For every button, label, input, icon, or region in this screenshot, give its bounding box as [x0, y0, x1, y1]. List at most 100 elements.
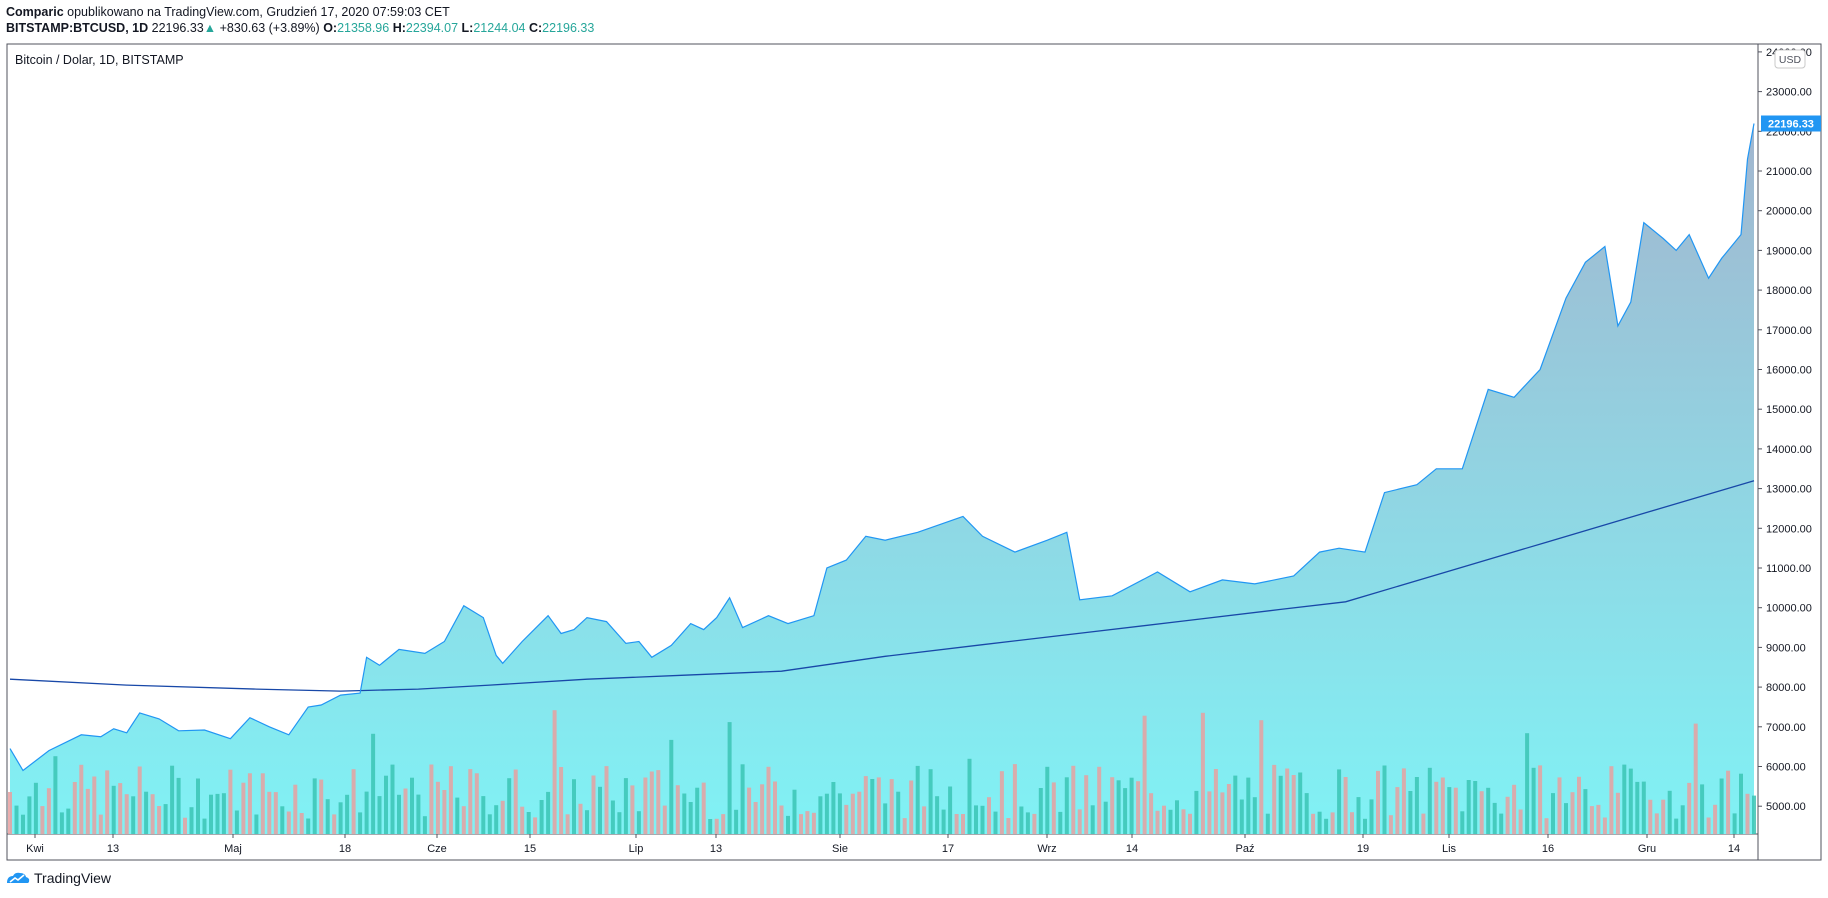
volume-bar [1337, 769, 1342, 834]
volume-bar [364, 791, 369, 834]
volume-bar [1363, 818, 1367, 834]
volume-bar [850, 793, 855, 834]
volume-bar [565, 814, 570, 834]
volume-bar [410, 777, 414, 834]
volume-bar [1259, 720, 1264, 834]
volume-bar [1453, 787, 1458, 834]
volume-bar [695, 787, 700, 834]
volume-bar [299, 813, 304, 834]
volume-bar [669, 739, 674, 834]
volume-bar [1077, 809, 1082, 834]
volume-bar [889, 779, 894, 834]
volume-bar [1233, 775, 1238, 834]
price-axis[interactable]: 5000.00 6000.00 7000.00 8000.00 9000.00 10000… [1758, 47, 1812, 813]
volume-bar [630, 785, 635, 834]
volume-bar [1097, 766, 1102, 834]
volume-bar [578, 803, 583, 834]
volume-bar [1570, 792, 1575, 834]
volume-bar [1466, 780, 1471, 834]
volume-bar [1213, 769, 1218, 834]
volume-bar [306, 818, 311, 834]
chart-title: Bitcoin / Dolar, 1D, BITSTAMP [15, 53, 184, 67]
footer-brand[interactable]: TradingView [6, 870, 111, 886]
volume-bar [993, 811, 998, 834]
volume-bar [1745, 793, 1750, 834]
volume-bar [1518, 809, 1523, 834]
volume-bar [844, 804, 849, 834]
volume-bar [1583, 789, 1588, 834]
volume-bar [1343, 777, 1348, 834]
volume-bar [870, 779, 875, 834]
volume-bar [79, 764, 84, 834]
up-arrow-icon: ▲ [203, 21, 217, 35]
volume-bar [487, 814, 492, 834]
volume-bar [1719, 778, 1724, 834]
volume-bar [682, 793, 687, 834]
volume-bar [539, 800, 544, 834]
x-tick-label: Gru [1638, 843, 1656, 855]
volume-bar [124, 794, 129, 834]
last-value: 22196.33 [151, 21, 204, 35]
volume-bar [999, 771, 1004, 834]
volume-bar [708, 819, 713, 834]
volume-bar [1038, 788, 1043, 834]
volume-bar [1168, 809, 1173, 834]
volume-bar [1486, 787, 1491, 834]
volume-bar [325, 799, 330, 834]
y-tick-label: 7000.00 [1766, 722, 1806, 734]
high-value: 22394.07 [405, 21, 459, 35]
y-tick-label: 23000.00 [1766, 87, 1812, 99]
x-tick-label: 17 [942, 843, 954, 855]
x-tick-label: Paź [1236, 843, 1255, 855]
currency-badge[interactable] [1774, 49, 1806, 69]
volume-bar [1544, 818, 1549, 834]
volume-bar [656, 770, 661, 834]
volume-bar [1239, 799, 1244, 834]
x-tick-label: 19 [1357, 843, 1369, 855]
volume-bar [1116, 780, 1121, 834]
volume-bar [779, 805, 784, 834]
volume-bar [799, 814, 803, 834]
volume-bar [1499, 813, 1504, 834]
volume-bar [967, 758, 972, 834]
y-tick-label: 18000.00 [1766, 285, 1812, 297]
volume-bar [221, 793, 226, 834]
volume-bar [429, 764, 434, 834]
volume-bar [1252, 797, 1257, 834]
volume-bar [714, 818, 719, 834]
volume-bar [1421, 813, 1426, 834]
volume-bar [805, 811, 810, 834]
volume-bar [1084, 775, 1089, 834]
volume-bar [422, 816, 427, 834]
volume-bar [1434, 781, 1439, 834]
moving-average-line [9, 480, 1755, 692]
volume-bar [33, 782, 38, 834]
volume-bar [1350, 812, 1354, 834]
volume-bar [1615, 792, 1620, 834]
volume-bar [1058, 811, 1063, 834]
volume-bar [1512, 784, 1517, 834]
volume-bar [721, 814, 726, 834]
volume-bar [1103, 801, 1108, 834]
volume-bar [312, 778, 317, 834]
volume-bar [1551, 793, 1555, 834]
author-name[interactable]: Comparic [6, 5, 64, 19]
volume-bar [1090, 805, 1095, 834]
volume-bar [1298, 772, 1303, 834]
volume-bar [183, 817, 187, 834]
volume-bar [494, 805, 499, 834]
volume-bar [623, 778, 628, 834]
x-tick-label: 13 [107, 843, 119, 855]
time-axis[interactable]: Kwi 13 Maj 18 Cze 15 Lip 13 Sie 17 Wrz 14 Paź 19 Lis 16… [26, 834, 1740, 855]
volume-bar [1531, 767, 1536, 834]
volume-bar [280, 806, 285, 834]
volume-bar [786, 815, 790, 834]
volume-bar [948, 786, 953, 834]
volume-bar [1142, 715, 1147, 834]
volume-bar [358, 812, 363, 834]
x-tick-label: 16 [1542, 843, 1554, 855]
volume-bar [604, 766, 609, 834]
volume-bar [260, 773, 265, 834]
high-label: H: [392, 21, 406, 35]
